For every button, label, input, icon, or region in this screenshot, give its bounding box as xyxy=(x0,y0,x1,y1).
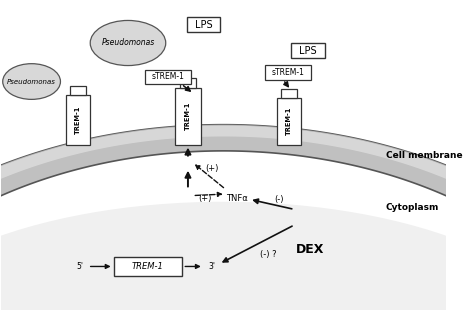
Text: LPS: LPS xyxy=(195,20,212,30)
Ellipse shape xyxy=(3,64,61,100)
Text: LPS: LPS xyxy=(299,46,317,56)
Bar xyxy=(180,78,196,88)
Text: 3': 3' xyxy=(208,262,215,271)
Text: Cytoplasm: Cytoplasm xyxy=(386,203,439,212)
Bar xyxy=(175,88,201,145)
Bar xyxy=(65,95,90,145)
Bar xyxy=(264,65,311,80)
Text: TREM-1: TREM-1 xyxy=(286,107,292,136)
Text: TREM-1: TREM-1 xyxy=(185,102,191,130)
Bar xyxy=(187,17,220,32)
Text: TNFα: TNFα xyxy=(226,194,248,203)
Bar xyxy=(291,43,325,58)
Text: (-) ?: (-) ? xyxy=(260,250,276,259)
Text: 5': 5' xyxy=(76,262,83,271)
Text: (+): (+) xyxy=(198,193,211,202)
Text: DEX: DEX xyxy=(296,243,324,256)
Bar xyxy=(114,257,182,276)
Ellipse shape xyxy=(0,202,474,311)
Text: sTREM-1: sTREM-1 xyxy=(152,72,184,81)
Text: TREM-1: TREM-1 xyxy=(75,106,81,134)
Bar xyxy=(70,86,86,95)
Ellipse shape xyxy=(90,21,166,66)
Text: Cell membrane: Cell membrane xyxy=(386,151,462,160)
Bar xyxy=(281,89,297,98)
Text: Pseudomonas: Pseudomonas xyxy=(101,39,155,48)
Polygon shape xyxy=(0,125,474,311)
Text: TREM-1: TREM-1 xyxy=(132,262,164,271)
Text: (-): (-) xyxy=(274,195,284,204)
Bar xyxy=(277,98,301,145)
Polygon shape xyxy=(0,125,474,311)
Text: Pseudomonas: Pseudomonas xyxy=(7,78,56,85)
Text: sTREM-1: sTREM-1 xyxy=(272,68,304,77)
Bar xyxy=(145,69,191,84)
Text: (+): (+) xyxy=(206,164,219,173)
